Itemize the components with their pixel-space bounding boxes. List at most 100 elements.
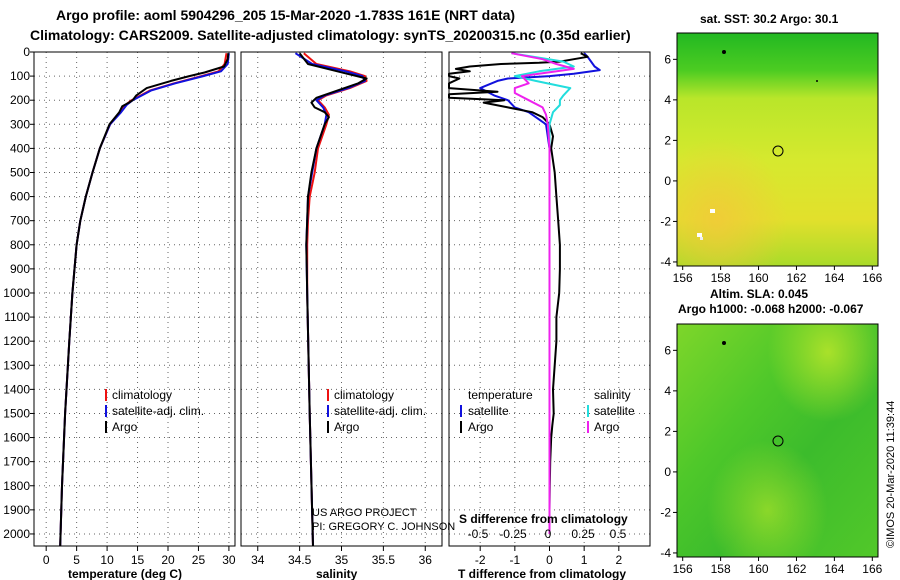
x-tick-label: 1: [581, 553, 588, 567]
s-tick-label: 0.25: [571, 527, 595, 541]
argo-float-marker: [772, 145, 784, 157]
x-tick-label: 10: [100, 553, 114, 567]
s-tick-label: 0.5: [610, 527, 627, 541]
depth-tick-label: 1700: [3, 455, 30, 469]
legend-t-satellite-label: satellite: [468, 404, 509, 418]
legend-satellite-label: satellite-adj. clim.: [334, 404, 426, 418]
panel-frame: [240, 51, 443, 547]
depth-tick-label: 600: [10, 190, 30, 204]
series-line-argo: [59, 53, 230, 547]
x-tick-label: 35.5: [372, 553, 396, 567]
x-tick-label: -1: [510, 553, 521, 567]
x-tick-label: 36: [419, 553, 433, 567]
sla-map: [676, 323, 879, 558]
legend-climatology-label: climatology: [112, 388, 172, 402]
map-lon-label: 162: [786, 271, 806, 285]
legend-salinity-title: salinity: [594, 388, 631, 402]
map-lon-label: 162: [786, 562, 806, 576]
series-line-s-argo: [511, 52, 575, 534]
map-lat-label: -4: [660, 546, 671, 560]
x-tick-label: 5: [73, 553, 80, 567]
x-tick-label: 15: [131, 553, 145, 567]
map-lat-label: 6: [664, 52, 671, 66]
depth-tick-label: 200: [10, 93, 30, 107]
legend-argo-label: Argo: [112, 420, 138, 434]
figure-title-line2: Climatology: CARS2009. Satellite-adjuste…: [30, 27, 631, 43]
map-lon-label: 158: [711, 562, 731, 576]
salinity-legend: climatology satellite-adj. clim. Argo: [327, 388, 426, 434]
timestamp: ©IMOS 20-Mar-2020 11:39:44: [885, 401, 897, 548]
legend-climatology-label: climatology: [334, 388, 394, 402]
sst-map: [676, 32, 879, 267]
map-lon-label: 166: [862, 562, 882, 576]
map-lat-label: -2: [660, 505, 671, 519]
sla-map-frame: [676, 323, 879, 558]
map-lon-label: 164: [824, 562, 844, 576]
depth-axis: 0 100 200 300 400 500 600 700 800 900 1000 1100 1200…: [3, 45, 34, 541]
legend-s-argo-label: Argo: [594, 420, 620, 434]
sst-map-missing-pixel: [697, 233, 702, 237]
credit-project: US ARGO PROJECT: [312, 507, 417, 519]
s-tick-label: -0.25: [499, 527, 527, 541]
depth-tick-label: 1800: [3, 479, 30, 493]
map-lat-label: 6: [664, 343, 671, 357]
depth-tick-label: 1900: [3, 503, 30, 517]
map-lat-label: -2: [660, 214, 671, 228]
series-line-argo: [298, 52, 368, 547]
legend-satellite-label: satellite-adj. clim.: [112, 404, 204, 418]
sst-map-axes: 156 158 160 162 164 166 6 4 2 0 -2 -4: [660, 52, 882, 285]
depth-tick-label: 800: [10, 238, 30, 252]
sla-map-island: [722, 341, 726, 345]
depth-tick-label: 1200: [3, 334, 30, 348]
x-tick-label: 34: [251, 553, 265, 567]
depth-tick-label: 1100: [4, 310, 30, 324]
depth-tick-label: 2000: [3, 527, 30, 541]
map-lon-label: 164: [824, 271, 844, 285]
sla-map-axes: 156 158 160 162 164 166 6 4 2 0 -2 -4: [660, 343, 882, 576]
x-tick-label: 25: [192, 553, 206, 567]
depth-tick-label: 400: [10, 141, 30, 155]
depth-tick-label: 900: [10, 262, 30, 276]
series-line-satellite-adj-clim-: [294, 52, 366, 547]
series-line-climatology: [303, 52, 368, 547]
legend-t-argo-label: Argo: [468, 420, 494, 434]
sla-map-highlight: [677, 324, 878, 557]
sst-map-island: [722, 50, 726, 54]
legend-temperature-title: temperature: [468, 388, 533, 402]
map-lat-label: 0: [664, 174, 671, 188]
s-tick-label: 0: [545, 527, 552, 541]
x-tick-label: 20: [161, 553, 175, 567]
argo-float-marker: [772, 435, 784, 447]
t-difference-axis-title: T difference from climatology: [458, 567, 626, 580]
map-lat-label: 2: [664, 424, 671, 438]
x-tick-label: -2: [475, 553, 486, 567]
difference-panel: -2 -1 0 1 2: [448, 51, 651, 567]
credit-pi: PI: GREGORY C. JOHNSON: [312, 521, 455, 533]
series-line-climatology: [59, 53, 228, 547]
sst-map-missing-pixel: [700, 237, 703, 240]
s-tick-label: -0.5: [468, 527, 489, 541]
sst-map-island: [816, 80, 818, 82]
salinity-panel: 34 34.5 35 35.5 36: [240, 51, 443, 567]
depth-tick-label: 1400: [3, 382, 30, 396]
sst-map-title: sat. SST: 30.2 Argo: 30.1: [700, 12, 839, 26]
map-lon-label: 158: [711, 271, 731, 285]
depth-tick-label: 1000: [3, 286, 30, 300]
temperature-panel: 0 5 10 15 20 25 30: [33, 51, 236, 567]
depth-tick-label: 0: [23, 45, 30, 59]
map-lon-label: 160: [749, 562, 769, 576]
sla-map-title: Altim. SLA: 0.045: [710, 287, 808, 301]
sst-map-frame: [676, 32, 879, 267]
x-tick-label: 30: [222, 553, 236, 567]
legend-argo-label: Argo: [334, 420, 360, 434]
sst-map-missing-pixel: [710, 209, 715, 213]
panel-frame: [33, 51, 236, 547]
depth-tick-label: 100: [10, 69, 30, 83]
map-lon-label: 160: [749, 271, 769, 285]
depth-tick-label: 1500: [3, 406, 30, 420]
s-difference-ticks: -0.5 -0.25 0 0.25 0.5: [468, 527, 627, 541]
map-lat-label: 0: [664, 465, 671, 479]
x-tick-label: 34.5: [288, 553, 312, 567]
map-lat-label: 4: [664, 384, 671, 398]
x-tick-label: 35: [335, 553, 349, 567]
